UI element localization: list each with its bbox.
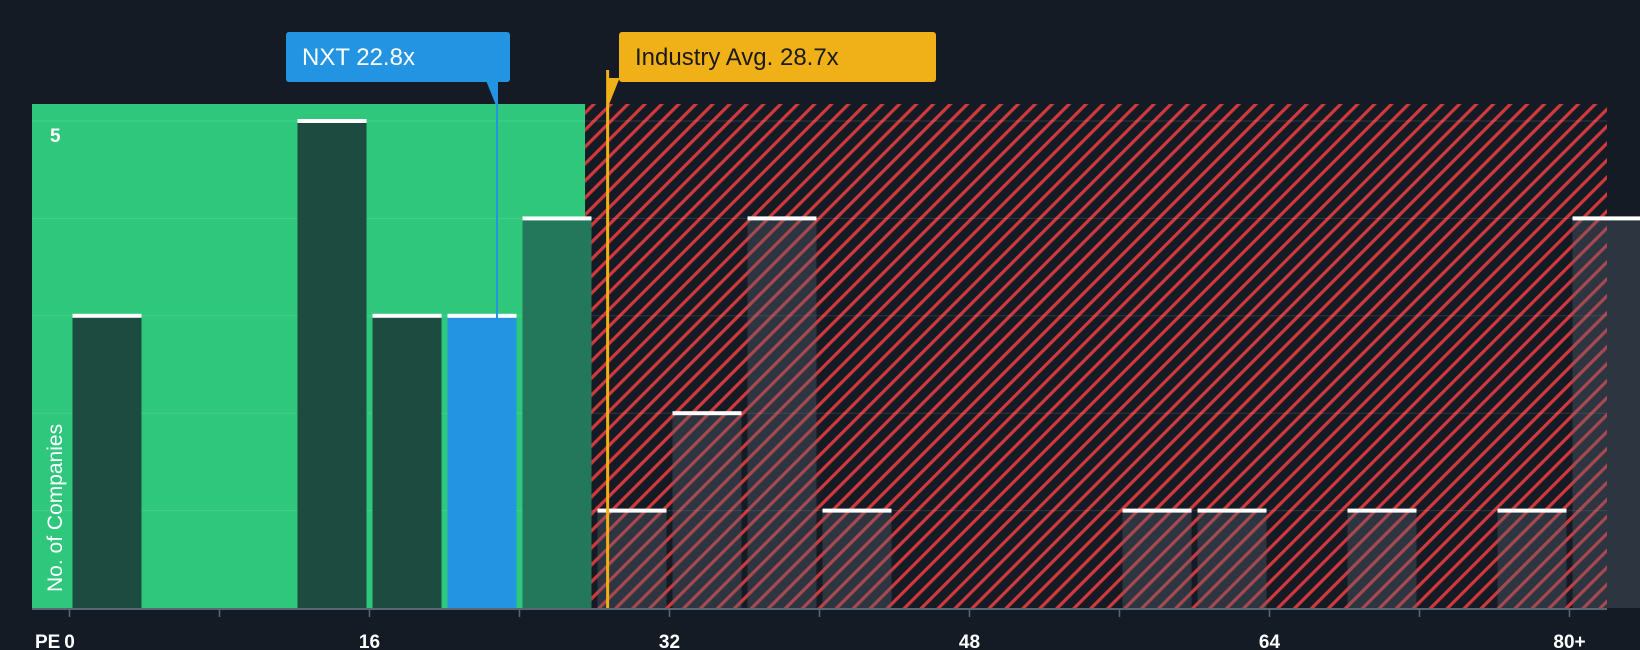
y-axis-label: No. of Companies — [44, 424, 67, 592]
nxt-callout-pointer — [485, 78, 497, 108]
histogram-bar — [1197, 510, 1267, 608]
histogram-bar — [72, 315, 142, 608]
bar-cap — [522, 216, 592, 221]
bar-cap — [1497, 508, 1567, 513]
histogram-bar — [747, 218, 817, 608]
histogram-bar — [447, 315, 517, 608]
bar-cap — [447, 313, 517, 318]
histogram-bar — [522, 218, 592, 608]
bar-cap — [1122, 508, 1192, 513]
bar-cap — [672, 411, 742, 416]
bar-cap — [372, 313, 442, 318]
bar-cap — [1197, 508, 1267, 513]
bar-cap — [1572, 216, 1640, 221]
histogram-bar — [372, 315, 442, 608]
histogram-bar — [1122, 510, 1192, 608]
nxt-callout-box — [286, 32, 510, 82]
x-tick-label: 0 — [64, 632, 75, 650]
bar-cap — [297, 119, 367, 123]
x-tick-label: 48 — [959, 632, 980, 650]
histogram-bar — [1347, 510, 1417, 608]
histogram-bar — [1572, 218, 1640, 608]
histogram-bar — [822, 510, 892, 608]
bar-cap — [822, 508, 892, 513]
x-tick-label: 80+ — [1553, 632, 1585, 650]
overvalued-zone — [585, 104, 1607, 608]
histogram-bar — [297, 121, 367, 608]
x-axis-label: PE — [35, 632, 60, 650]
x-tick-label: 32 — [659, 632, 680, 650]
bar-cap — [72, 313, 142, 318]
y-tick-label: 5 — [50, 126, 61, 147]
nxt-callout-label: NXT 22.8x — [302, 44, 415, 71]
x-tick-label: 64 — [1259, 632, 1281, 650]
industry-avg-callout-label: Industry Avg. 28.7x — [635, 44, 839, 71]
bar-cap — [1347, 508, 1417, 513]
industry-avg-callout-box — [619, 32, 936, 82]
bar-cap — [747, 216, 817, 221]
histogram-bar — [1497, 510, 1567, 608]
histogram-bar — [672, 413, 742, 608]
bar-cap — [597, 508, 667, 513]
industry-avg-callout-pointer — [607, 78, 620, 108]
x-tick-label: 16 — [359, 632, 380, 650]
